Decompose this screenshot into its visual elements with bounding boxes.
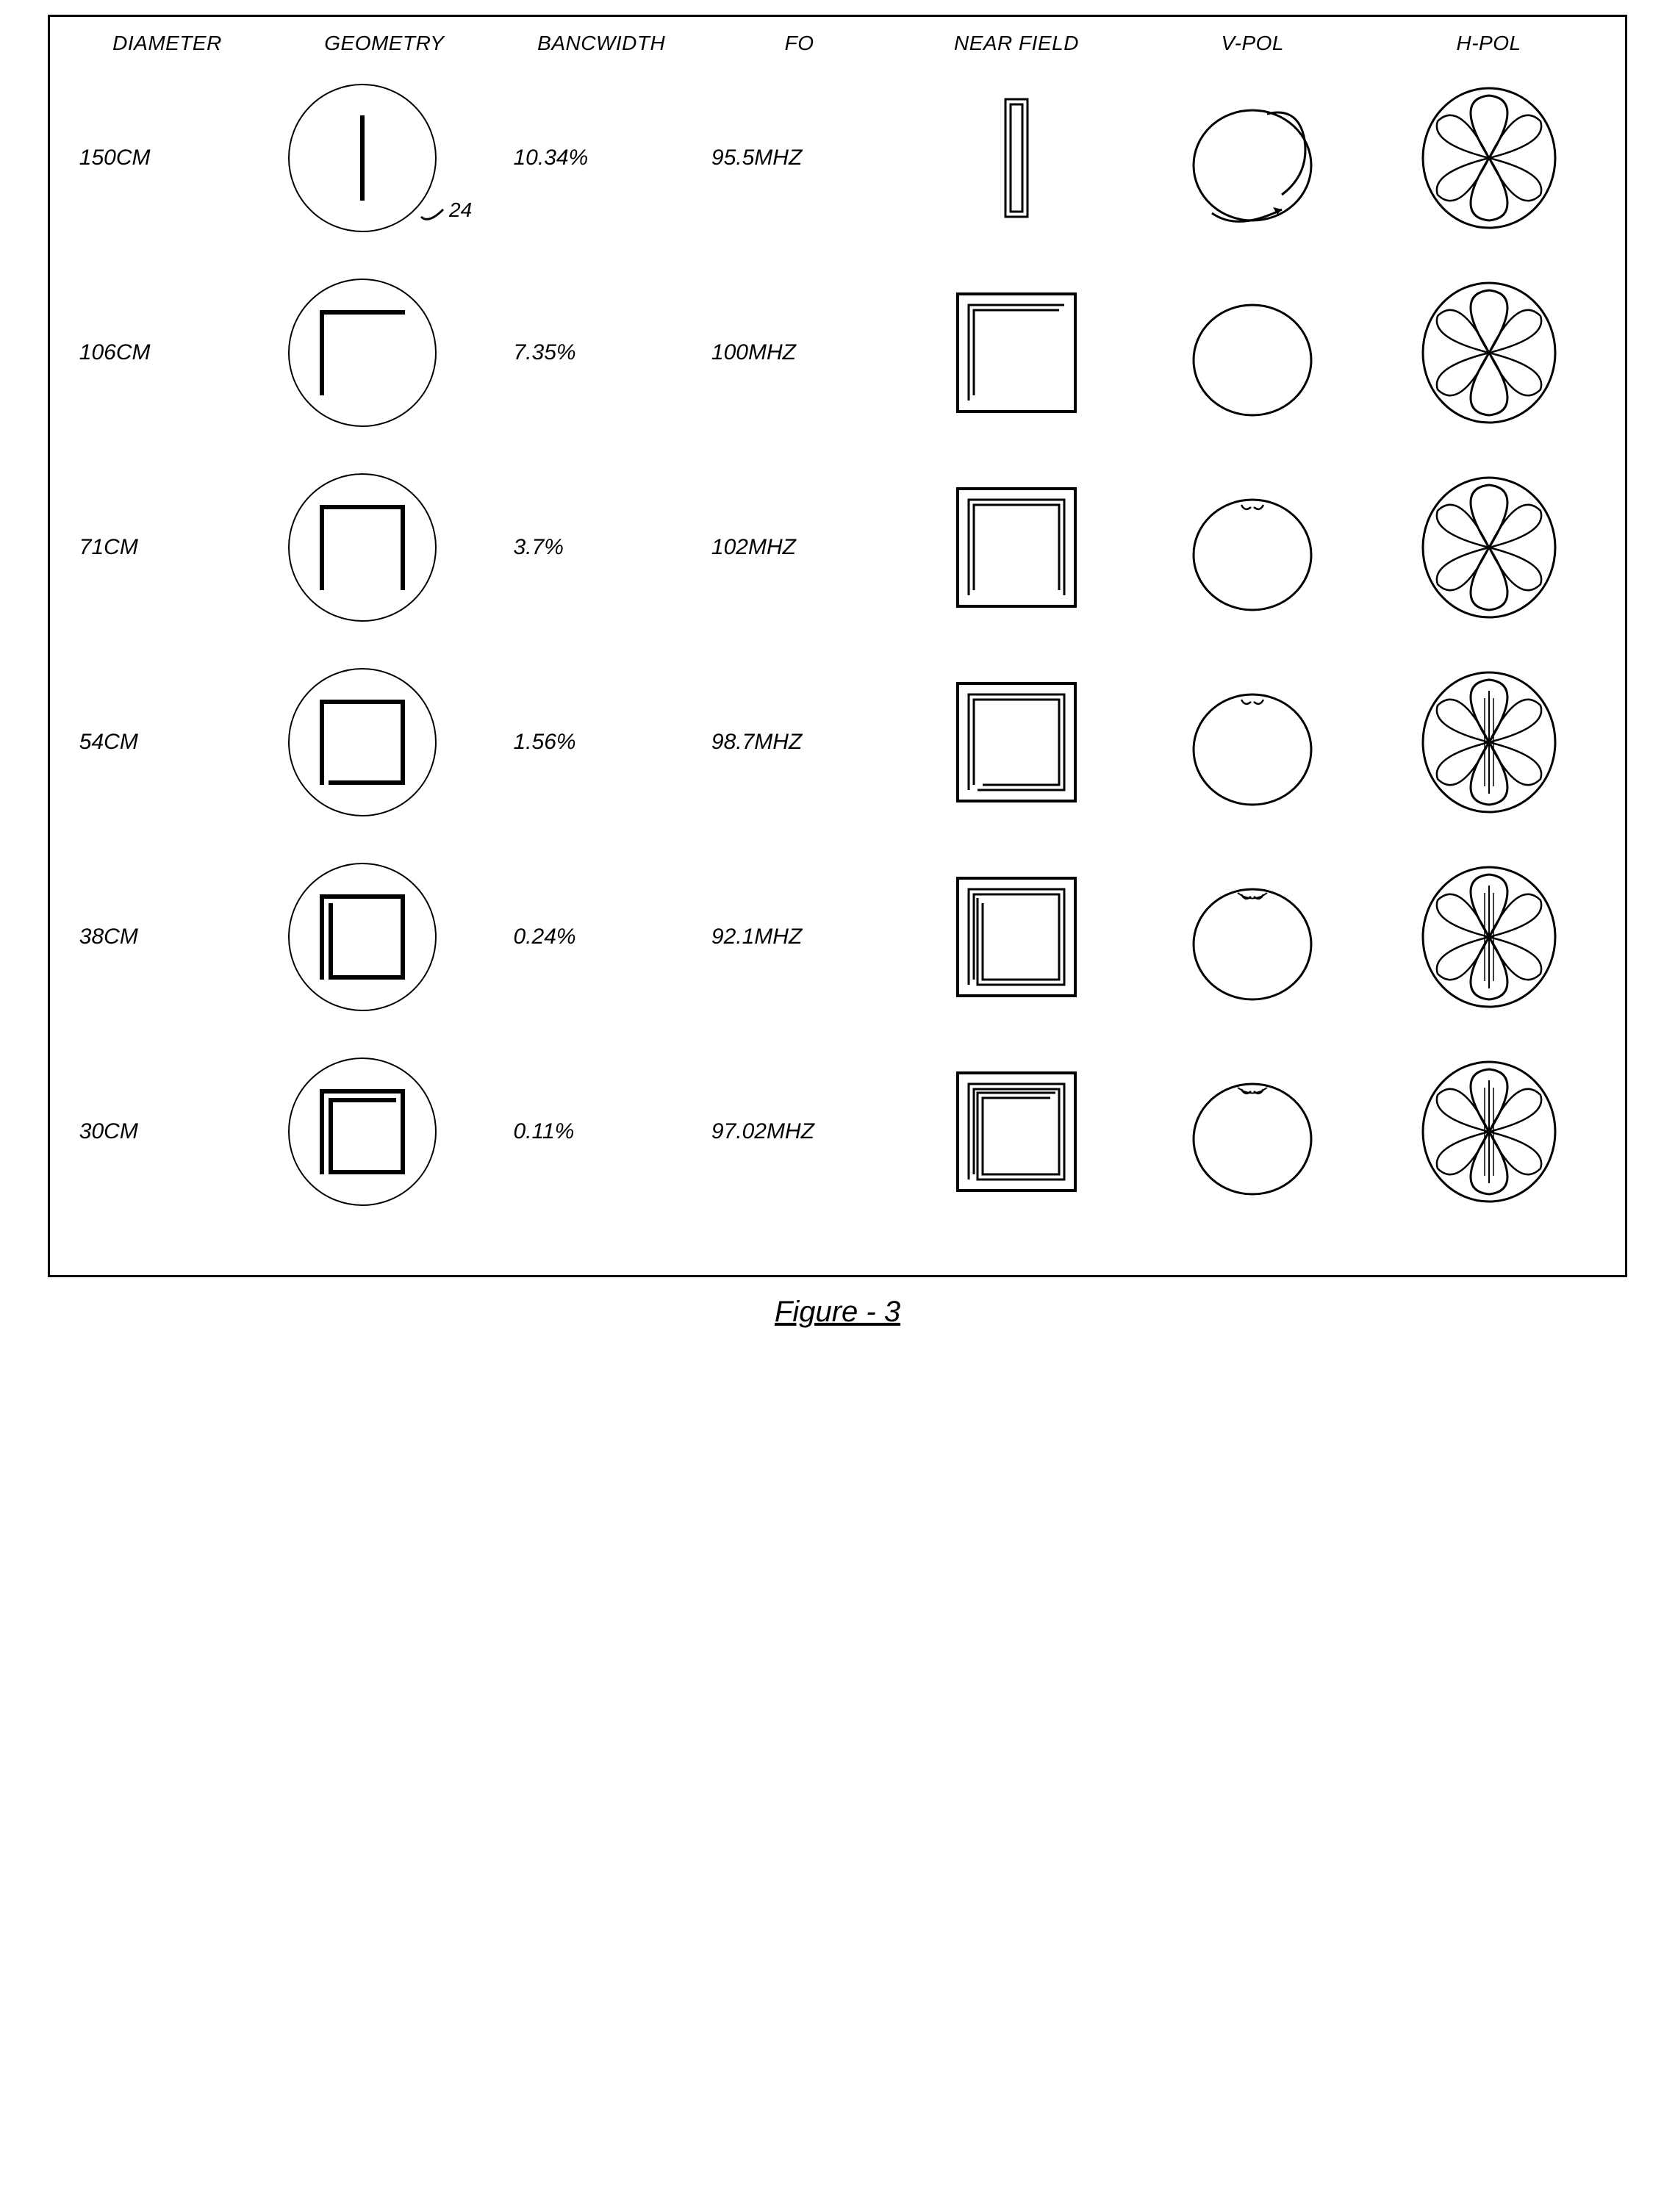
bandwidth-value: 7.35% bbox=[506, 340, 696, 365]
hpol-icon bbox=[1374, 77, 1603, 239]
geometry-icon: 24 bbox=[270, 77, 498, 239]
geometry-icon bbox=[270, 661, 498, 823]
fo-value: 97.02MHZ bbox=[704, 1119, 894, 1144]
fo-value: 102MHZ bbox=[704, 535, 894, 560]
data-row: 54CM 1.56% 98.7MHZ bbox=[72, 661, 1603, 823]
svg-text:24: 24 bbox=[448, 198, 472, 221]
vpol-icon bbox=[1138, 474, 1367, 621]
diameter-value: 54CM bbox=[72, 730, 262, 755]
header-nearfield: NEAR FIELD bbox=[902, 32, 1130, 55]
header-geometry: GEOMETRY bbox=[270, 32, 498, 55]
geometry-icon bbox=[270, 272, 498, 434]
bandwidth-value: 0.24% bbox=[506, 924, 696, 949]
fo-value: 95.5MHZ bbox=[704, 146, 894, 170]
data-row: 71CM 3.7% 102MHZ bbox=[72, 467, 1603, 628]
hpol-icon bbox=[1374, 467, 1603, 628]
header-diameter: DIAMETER bbox=[72, 32, 262, 55]
diameter-value: 30CM bbox=[72, 1119, 262, 1144]
figure-frame: DIAMETER GEOMETRY BANCWIDTH FO NEAR FIEL… bbox=[48, 15, 1627, 1277]
diameter-value: 38CM bbox=[72, 924, 262, 949]
nearfield-icon bbox=[902, 474, 1130, 621]
vpol-icon bbox=[1138, 669, 1367, 816]
bandwidth-value: 3.7% bbox=[506, 535, 696, 560]
vpol-icon bbox=[1138, 279, 1367, 426]
geometry-icon bbox=[270, 856, 498, 1018]
nearfield-icon bbox=[902, 85, 1130, 231]
fo-value: 100MHZ bbox=[704, 340, 894, 365]
data-row: 38CM 0.24% 92.1MHZ bbox=[72, 856, 1603, 1018]
diameter-value: 71CM bbox=[72, 535, 262, 560]
header-row: DIAMETER GEOMETRY BANCWIDTH FO NEAR FIEL… bbox=[72, 32, 1603, 55]
vpol-icon bbox=[1138, 863, 1367, 1010]
vpol-icon bbox=[1138, 1058, 1367, 1205]
bandwidth-value: 10.34% bbox=[506, 146, 696, 170]
fo-value: 98.7MHZ bbox=[704, 730, 894, 755]
nearfield-icon bbox=[902, 863, 1130, 1010]
diameter-value: 106CM bbox=[72, 340, 262, 365]
nearfield-icon bbox=[902, 279, 1130, 426]
header-fo: FO bbox=[704, 32, 894, 55]
header-hpol: H-POL bbox=[1374, 32, 1603, 55]
data-row: 30CM 0.11% 97.02MHZ bbox=[72, 1051, 1603, 1213]
geometry-icon bbox=[270, 467, 498, 628]
hpol-icon bbox=[1374, 272, 1603, 434]
rows-container: 150CM 24 10.34% 95.5MHZ 106CM bbox=[72, 77, 1603, 1213]
bandwidth-value: 1.56% bbox=[506, 730, 696, 755]
hpol-icon bbox=[1374, 856, 1603, 1018]
header-bandwidth: BANCWIDTH bbox=[506, 32, 696, 55]
fo-value: 92.1MHZ bbox=[704, 924, 894, 949]
nearfield-icon bbox=[902, 1058, 1130, 1205]
geometry-icon bbox=[270, 1051, 498, 1213]
data-row: 150CM 24 10.34% 95.5MHZ bbox=[72, 77, 1603, 239]
vpol-icon bbox=[1138, 85, 1367, 231]
bandwidth-value: 0.11% bbox=[506, 1119, 696, 1144]
data-row: 106CM 7.35% 100MHZ bbox=[72, 272, 1603, 434]
hpol-icon bbox=[1374, 1051, 1603, 1213]
diameter-value: 150CM bbox=[72, 146, 262, 170]
figure-caption: Figure - 3 bbox=[775, 1296, 900, 1329]
hpol-icon bbox=[1374, 661, 1603, 823]
nearfield-icon bbox=[902, 669, 1130, 816]
header-vpol: V-POL bbox=[1138, 32, 1367, 55]
